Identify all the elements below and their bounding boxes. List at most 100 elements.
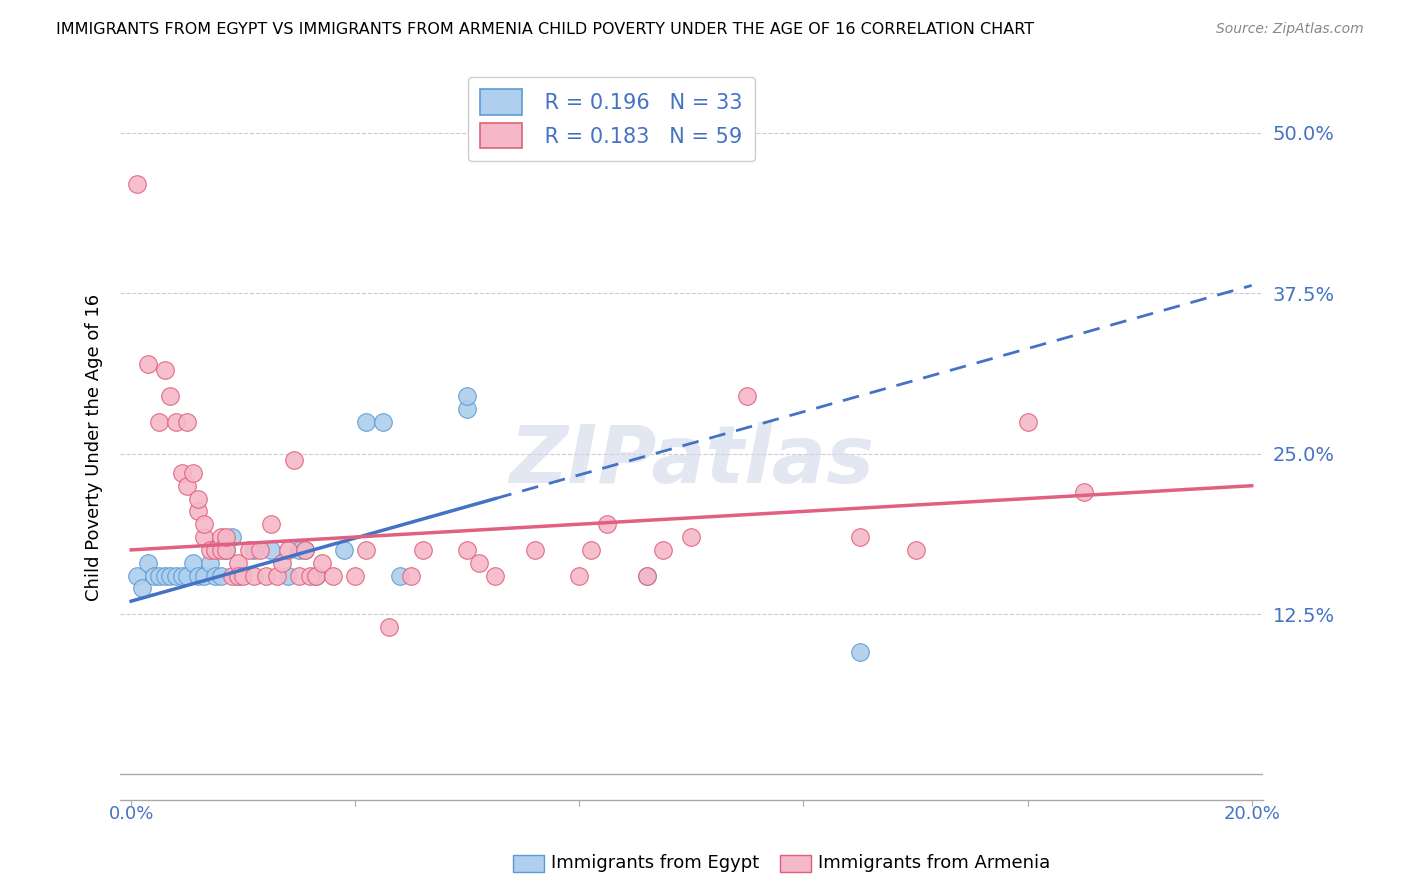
Point (159, 389, 181, 403)
Point (305, 568, 328, 582)
Point (209, 530, 232, 544)
Text: 0.0%: 0.0% (108, 805, 153, 822)
Point (238, 542, 260, 557)
Text: 20.0%: 20.0% (1223, 805, 1279, 822)
Point (401, 568, 423, 582)
Point (311, 556, 333, 570)
Point (226, 568, 249, 582)
Point (125, 178, 148, 192)
Point (373, 415, 395, 429)
Point (221, 530, 243, 544)
Point (456, 389, 478, 403)
Point (153, 568, 176, 582)
Point (277, 542, 299, 557)
Point (904, 542, 927, 557)
Point (249, 542, 271, 557)
Point (636, 568, 658, 582)
Point (181, 556, 204, 570)
Point (209, 542, 232, 557)
Point (136, 556, 159, 570)
Point (456, 401, 478, 416)
Point (165, 568, 187, 582)
Point (283, 453, 305, 467)
Point (232, 568, 254, 582)
Text: Source: ZipAtlas.com: Source: ZipAtlas.com (1216, 22, 1364, 37)
Point (294, 542, 316, 557)
Point (596, 517, 619, 532)
Point (243, 568, 266, 582)
Point (568, 568, 591, 582)
Point (148, 415, 170, 429)
Point (198, 542, 221, 557)
Point (125, 568, 148, 582)
Point (484, 568, 506, 582)
Point (131, 582, 153, 596)
Point (848, 530, 870, 544)
Point (271, 556, 294, 570)
Point (294, 542, 316, 557)
Point (159, 568, 181, 582)
Point (333, 542, 356, 557)
Point (170, 466, 193, 480)
Point (299, 568, 322, 582)
Point (848, 645, 870, 659)
Point (165, 415, 187, 429)
Point (193, 517, 215, 532)
Point (412, 542, 434, 557)
Point (215, 542, 238, 557)
Point (193, 530, 215, 544)
Point (136, 357, 159, 371)
Point (204, 542, 226, 557)
Point (226, 556, 249, 570)
Point (181, 466, 204, 480)
Point (344, 568, 367, 582)
Point (456, 542, 478, 557)
Point (1017, 415, 1039, 429)
Text: ZIPatlas: ZIPatlas (509, 423, 875, 500)
Point (176, 415, 198, 429)
Point (277, 568, 299, 582)
Text: Immigrants from Egypt: Immigrants from Egypt (551, 855, 759, 872)
Point (579, 542, 602, 557)
Point (176, 479, 198, 493)
Point (176, 568, 198, 582)
Point (226, 568, 249, 582)
Point (243, 542, 266, 557)
Point (389, 568, 412, 582)
Point (148, 568, 170, 582)
Point (170, 568, 193, 582)
Point (215, 530, 238, 544)
Point (198, 556, 221, 570)
Point (652, 542, 675, 557)
Legend:  R = 0.196   N = 33,  R = 0.183   N = 59: R = 0.196 N = 33, R = 0.183 N = 59 (468, 77, 755, 161)
Point (288, 542, 311, 557)
Point (467, 556, 489, 570)
Point (681, 530, 703, 544)
Point (193, 568, 215, 582)
Y-axis label: Child Poverty Under the Age of 16: Child Poverty Under the Age of 16 (86, 293, 103, 601)
Point (288, 568, 311, 582)
Point (204, 568, 226, 582)
Point (266, 568, 288, 582)
Text: IMMIGRANTS FROM EGYPT VS IMMIGRANTS FROM ARMENIA CHILD POVERTY UNDER THE AGE OF : IMMIGRANTS FROM EGYPT VS IMMIGRANTS FROM… (56, 22, 1035, 37)
Point (221, 568, 243, 582)
Point (153, 363, 176, 377)
Point (215, 542, 238, 557)
Point (1073, 485, 1095, 500)
Point (636, 568, 658, 582)
Point (187, 504, 209, 518)
Point (260, 517, 283, 532)
Point (737, 389, 759, 403)
Text: Immigrants from Armenia: Immigrants from Armenia (818, 855, 1050, 872)
Point (187, 568, 209, 582)
Point (260, 542, 283, 557)
Point (356, 542, 378, 557)
Point (254, 568, 277, 582)
Point (209, 568, 232, 582)
Point (187, 491, 209, 506)
Point (523, 542, 546, 557)
Point (322, 568, 344, 582)
Point (305, 568, 328, 582)
Point (142, 568, 165, 582)
Point (356, 415, 378, 429)
